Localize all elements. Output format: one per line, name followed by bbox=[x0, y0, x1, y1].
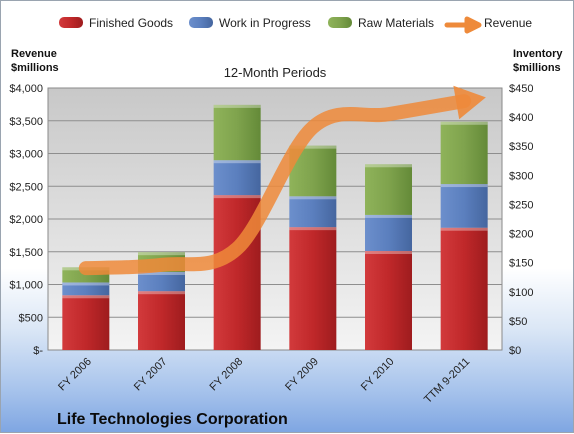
bar-work-in-progress bbox=[440, 184, 488, 228]
category-label: FY 2009 bbox=[283, 356, 321, 394]
bar-work-in-progress bbox=[138, 271, 185, 292]
bar-work-in-progress-highlight bbox=[365, 214, 412, 218]
bar-finished-goods-highlight bbox=[138, 291, 185, 295]
left-tick-label: $2,000 bbox=[9, 214, 43, 226]
right-axis-title-line1: Inventory bbox=[513, 48, 563, 60]
left-tick-label: $2,500 bbox=[9, 181, 43, 193]
bar-finished-goods bbox=[365, 251, 412, 350]
right-tick-label: $400 bbox=[509, 112, 533, 124]
bar-work-in-progress bbox=[213, 160, 261, 196]
bar-work-in-progress-highlight bbox=[138, 271, 185, 275]
left-tick-label: $- bbox=[33, 345, 43, 357]
right-tick-label: $450 bbox=[509, 83, 533, 95]
right-tick-label: $350 bbox=[509, 141, 533, 153]
revenue-arrowhead bbox=[453, 85, 486, 120]
category-label: FY 2008 bbox=[208, 356, 246, 394]
category-labels: FY 2006 FY 2007 FY 2008 FY 2009 FY 2010 TTM 9… bbox=[56, 356, 472, 406]
bar-finished-goods-highlight bbox=[365, 251, 412, 255]
legend-label-work-in-progress: Work in Progress bbox=[219, 16, 311, 30]
legend-swatch-revenue bbox=[444, 16, 482, 34]
category-label: FY 2010 bbox=[359, 356, 397, 394]
legend-swatch-finished-goods bbox=[59, 17, 83, 28]
category-label: FY 2007 bbox=[132, 356, 170, 394]
left-tick-label: $500 bbox=[19, 312, 43, 324]
bar-finished-goods-highlight bbox=[289, 227, 337, 231]
left-tick-label: $3,000 bbox=[9, 149, 43, 161]
right-axis-title-line2: $millions bbox=[513, 62, 561, 74]
right-tick-label: $300 bbox=[509, 170, 533, 182]
bar-work-in-progress-highlight bbox=[213, 160, 261, 164]
bar-work-in-progress-highlight bbox=[289, 196, 337, 200]
inventory-bars bbox=[62, 104, 488, 350]
bar-raw-materials-highlight bbox=[289, 145, 337, 149]
company-name: Life Technologies Corporation bbox=[57, 411, 288, 428]
right-tick-label: $50 bbox=[509, 316, 527, 328]
right-tick-label: $200 bbox=[509, 229, 533, 241]
right-tick-label: $0 bbox=[509, 345, 521, 357]
bar-raw-materials-highlight bbox=[365, 164, 412, 168]
category-label: TTM 9-2011 bbox=[422, 356, 472, 406]
chart-title: 12-Month Periods bbox=[224, 65, 327, 80]
bar-raw-materials bbox=[213, 104, 261, 161]
revenue-line bbox=[78, 94, 472, 276]
bar-work-in-progress-highlight bbox=[440, 184, 488, 188]
bar-raw-materials-highlight bbox=[213, 104, 261, 108]
bar-raw-materials-highlight bbox=[138, 252, 185, 256]
left-tick-label: $4,000 bbox=[9, 83, 43, 95]
bar-finished-goods bbox=[62, 295, 110, 350]
left-tick-label: $1,000 bbox=[9, 280, 43, 292]
bar-raw-materials-highlight bbox=[440, 121, 488, 125]
legend-label-finished-goods: Finished Goods bbox=[89, 16, 173, 30]
left-axis-title-line1: Revenue bbox=[11, 48, 57, 60]
right-axis-ticks: $0 $50 $100 $150 $200 $250 $300 $350 $400 $450 bbox=[509, 83, 533, 357]
bar-finished-goods-highlight bbox=[440, 227, 488, 231]
bar-work-in-progress bbox=[365, 214, 412, 252]
bar-finished-goods bbox=[440, 227, 488, 350]
left-axis-ticks: $- $500 $1,000 $1,500 $2,000 $2,500 $3,000 $3,5… bbox=[9, 83, 43, 357]
bar-finished-goods bbox=[289, 227, 337, 350]
left-tick-label: $3,500 bbox=[9, 116, 43, 128]
revenue-series bbox=[78, 85, 486, 276]
bar-raw-materials bbox=[440, 121, 488, 185]
legend-label-revenue: Revenue bbox=[484, 16, 532, 30]
bar-finished-goods-highlight bbox=[62, 295, 110, 299]
right-tick-label: $250 bbox=[509, 199, 533, 211]
legend: Finished Goods Work in Progress Raw Mate… bbox=[59, 16, 532, 34]
category-label: FY 2006 bbox=[56, 356, 94, 394]
right-tick-label: $100 bbox=[509, 287, 533, 299]
bar-work-in-progress bbox=[62, 282, 110, 296]
legend-swatch-work-in-progress bbox=[189, 17, 213, 28]
bar-raw-materials bbox=[365, 164, 412, 215]
legend-swatch-raw-materials bbox=[328, 17, 352, 28]
left-tick-label: $1,500 bbox=[9, 247, 43, 259]
bar-work-in-progress-highlight bbox=[62, 282, 110, 286]
bar-finished-goods-highlight bbox=[213, 195, 261, 199]
legend-label-raw-materials: Raw Materials bbox=[358, 16, 434, 30]
right-tick-label: $150 bbox=[509, 258, 533, 270]
bar-finished-goods bbox=[138, 291, 185, 350]
left-axis-title-line2: $millions bbox=[11, 62, 59, 74]
bar-work-in-progress bbox=[289, 196, 337, 228]
